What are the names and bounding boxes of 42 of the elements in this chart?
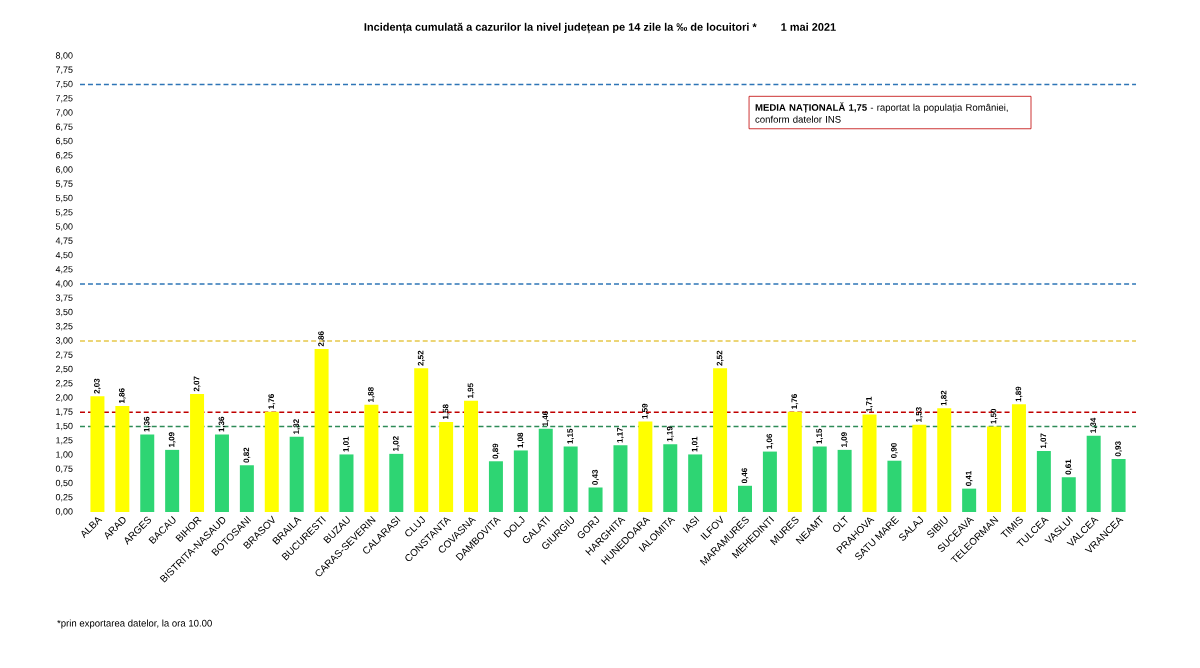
bar [1086, 435, 1101, 512]
bar [837, 449, 852, 512]
bar [737, 485, 752, 512]
bar [538, 428, 553, 512]
bar [190, 394, 205, 512]
bar [488, 461, 503, 512]
bar [115, 405, 130, 512]
bar [289, 436, 304, 512]
bar [389, 453, 404, 512]
bar [165, 449, 180, 512]
bar [663, 444, 678, 512]
bar [912, 424, 927, 512]
bar [713, 368, 728, 512]
bar [364, 404, 379, 512]
bar [787, 411, 802, 512]
bar [812, 446, 827, 512]
bar [314, 348, 329, 512]
bar [588, 487, 603, 512]
bar [638, 421, 653, 512]
bar [1061, 477, 1076, 512]
bar [887, 460, 902, 512]
bar [688, 454, 703, 512]
bar [513, 450, 528, 512]
bar [339, 454, 354, 512]
bar [214, 434, 229, 512]
bar [464, 400, 479, 512]
bar [987, 426, 1002, 512]
bar [613, 445, 628, 512]
bar [962, 488, 977, 512]
bar [563, 446, 578, 512]
bar [1111, 458, 1126, 512]
bar [264, 411, 279, 512]
bar [90, 396, 105, 512]
bar [140, 434, 155, 512]
bar [862, 414, 877, 512]
bar [762, 451, 777, 512]
bar [937, 408, 952, 512]
bar [1011, 404, 1026, 512]
bar [1036, 451, 1051, 512]
bar [414, 368, 429, 512]
bar [239, 465, 254, 512]
bar [439, 421, 454, 512]
